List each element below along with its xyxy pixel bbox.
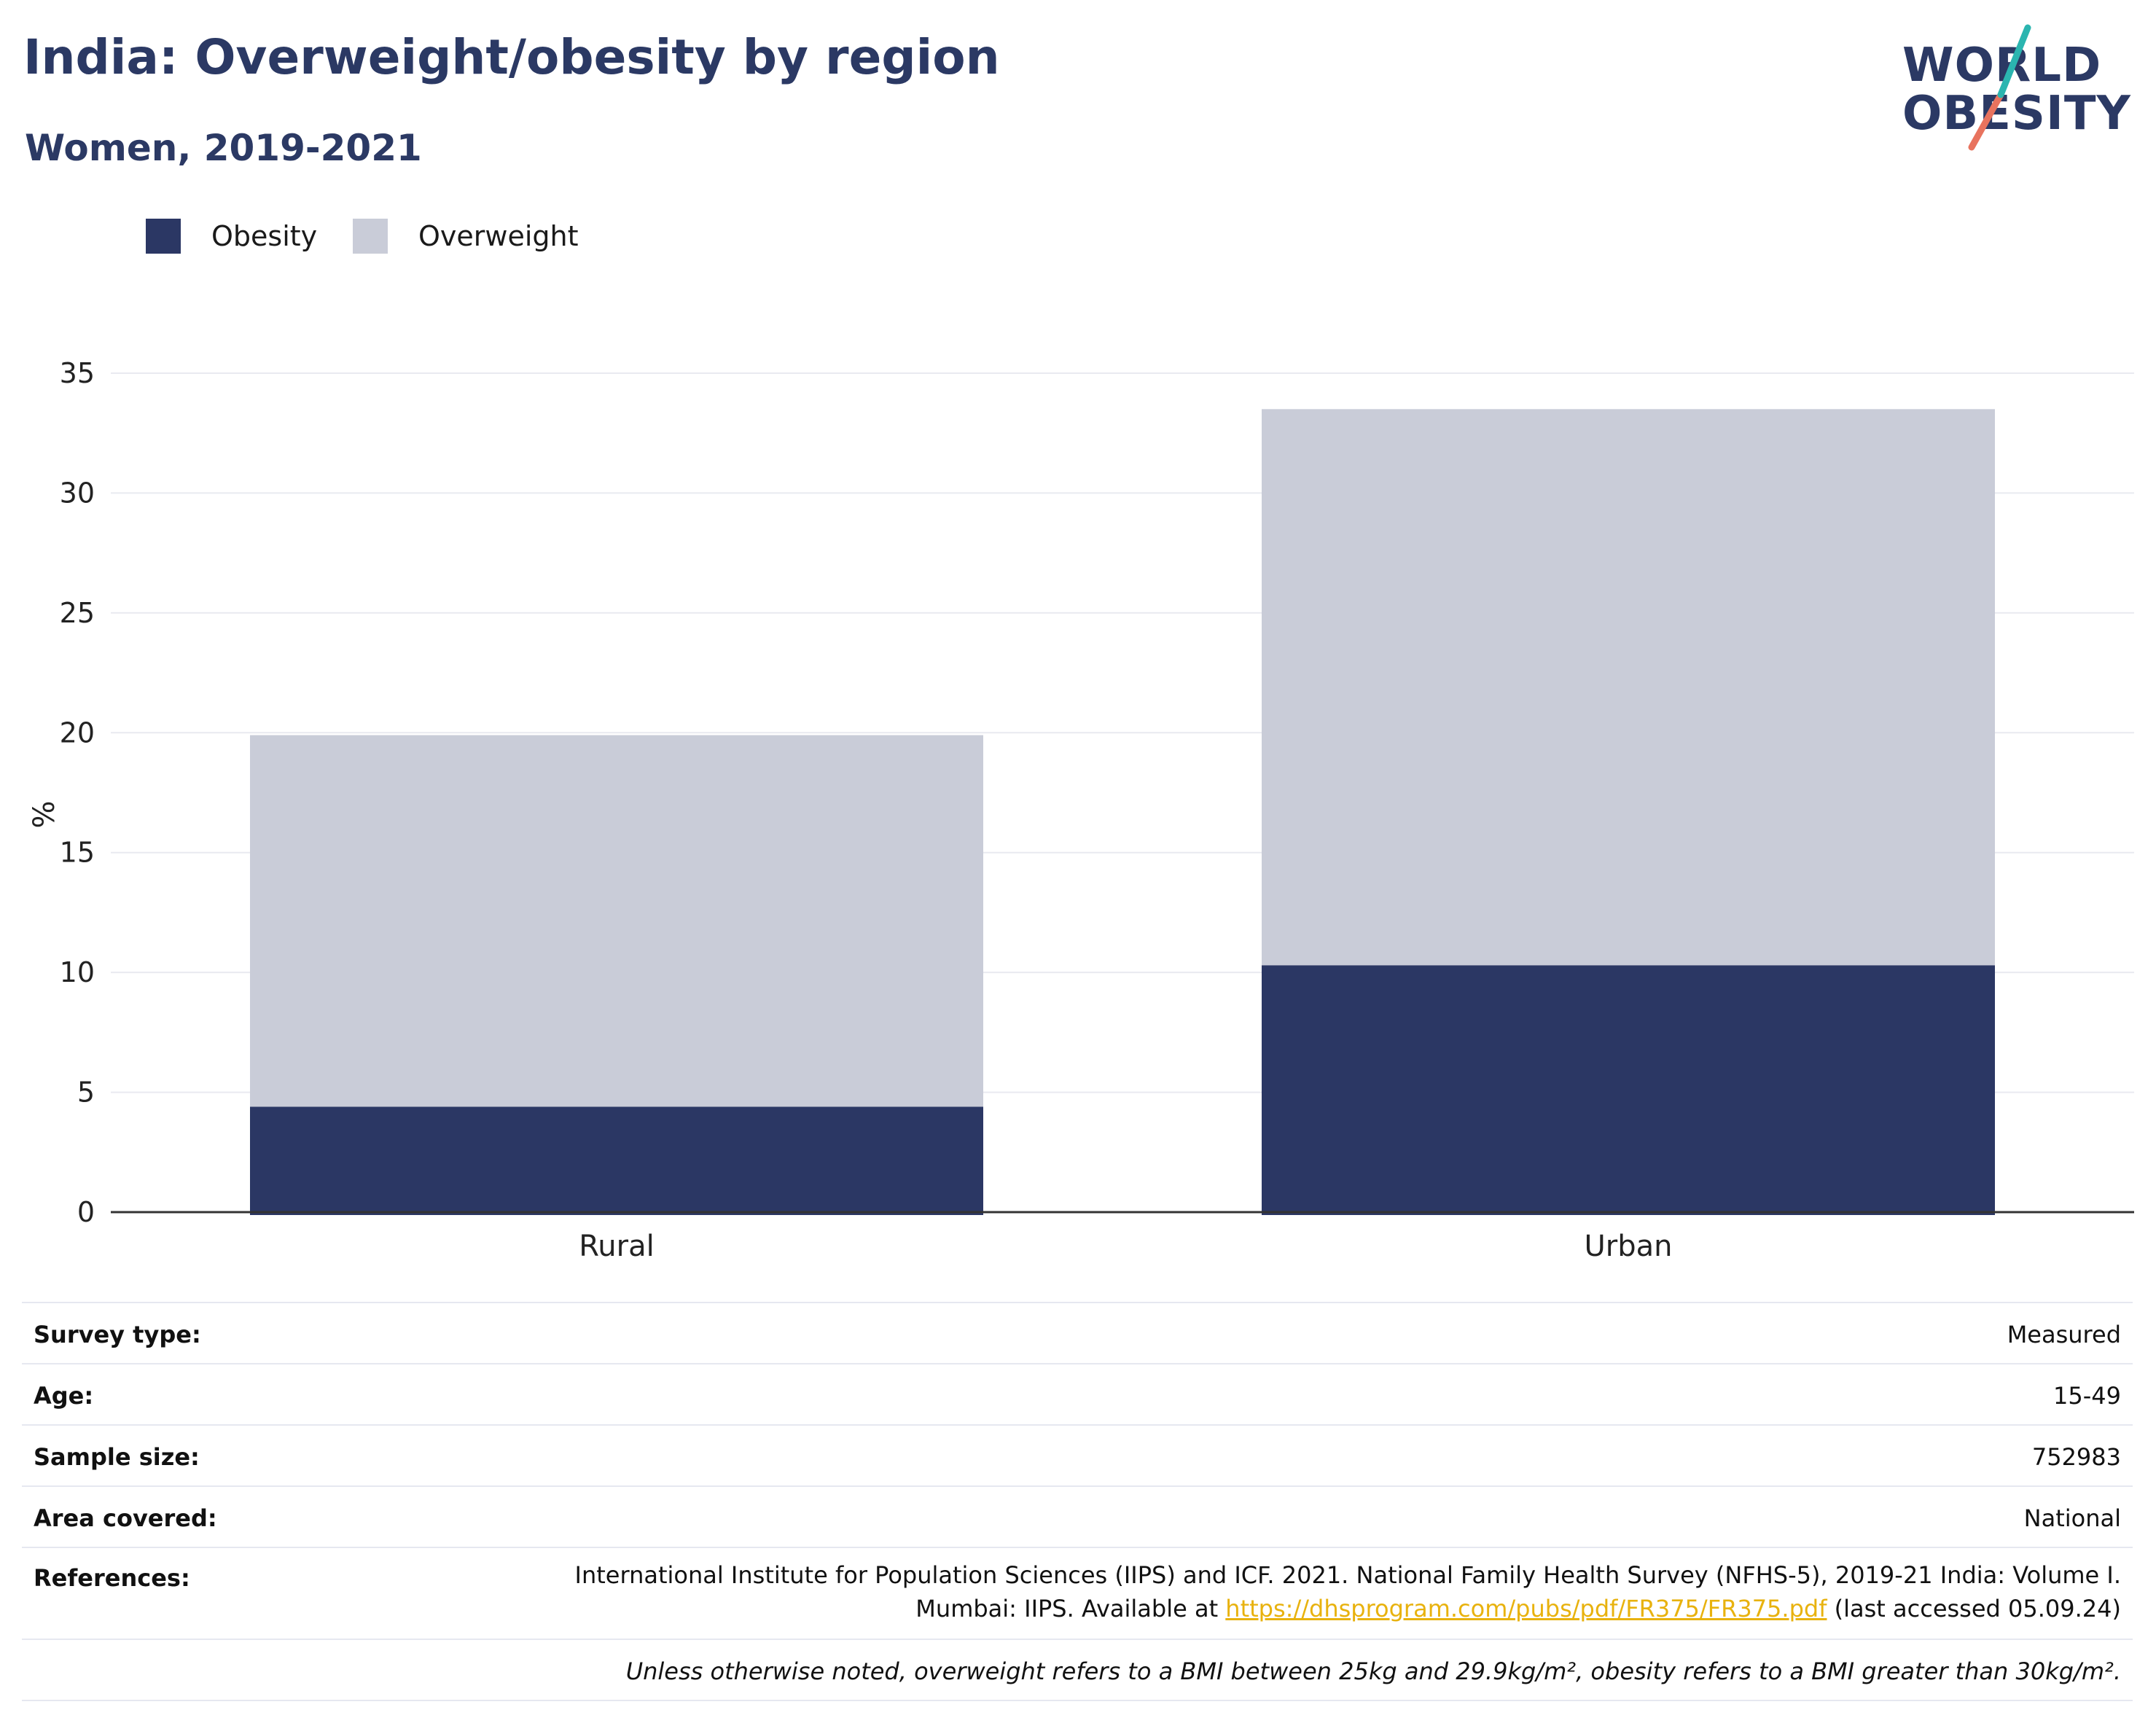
reference-link[interactable]: https://dhsprogram.com/pubs/pdf/FR375/FR… [1225,1595,1827,1622]
reference-prefix: Mumbai: IIPS. Available at [915,1595,1226,1622]
info-row-survey-type: Survey type: Measured [22,1302,2133,1363]
info-row-references: References: International Institute for … [22,1547,2133,1639]
y-tick-label-25: 25 [60,597,95,629]
y-tick-label-30: 30 [60,477,95,509]
reference-line-2: Mumbai: IIPS. Available at https://dhspr… [575,1592,2121,1625]
reference-line-1: International Institute for Population S… [574,1561,2121,1589]
world-obesity-logo[interactable]: WORLD OBESITY [1902,22,2143,153]
references-label: References: [34,1564,190,1592]
info-row-age: Age: 15-49 [22,1363,2133,1424]
y-tick-label-10: 10 [60,956,95,988]
y-axis-label: % [28,800,61,828]
y-tick-label-35: 35 [60,357,95,389]
bar-obesity-urban [1262,965,1995,1215]
y-tick-label-20: 20 [60,716,95,749]
legend-swatch-overweight [353,219,388,254]
slash-logo-icon [1968,24,2031,151]
bmi-footnote: Unless otherwise noted, overweight refer… [625,1657,2121,1685]
survey-type-value: Measured [2007,1321,2121,1348]
legend-swatch-obesity [146,219,181,254]
references-value: International Institute for Population S… [575,1558,2121,1625]
info-row-sample-size: Sample size: 752983 [22,1424,2133,1485]
reference-suffix: (last accessed 05.09.24) [1827,1595,2121,1622]
x-tick-label-rural: Rural [579,1230,654,1263]
sample-size-label: Sample size: [34,1443,200,1471]
info-row-footnote: Unless otherwise noted, overweight refer… [22,1639,2133,1701]
legend-label-obesity: Obesity [211,220,318,252]
area-covered-label: Area covered: [34,1504,217,1532]
area-covered-value: National [2023,1504,2121,1532]
chart-title: India: Overweight/obesity by region [23,29,1000,85]
bar-overweight-rural [250,735,983,1107]
chart-subtitle: Women, 2019-2021 [25,127,422,169]
legend-label-overweight: Overweight [418,220,579,252]
bar-chart: 0 5 10 15 20 25 30 35% Rural Urban [28,357,2134,1263]
info-row-area-covered: Area covered: National [22,1485,2133,1547]
survey-info-table: Survey type: Measured Age: 15-49 Sample … [22,1302,2133,1701]
y-tick-label-15: 15 [60,837,95,869]
logo-line-world: WORLD [1902,39,2102,93]
logo-line-obesity: OBESITY [1902,87,2131,141]
y-tick-label-5: 5 [77,1077,95,1109]
age-label: Age: [34,1382,94,1410]
x-tick-label-urban: Urban [1585,1230,1673,1263]
bar-obesity-rural [250,1106,983,1215]
y-tick-label-0: 0 [77,1196,95,1228]
age-value: 15-49 [2053,1382,2121,1410]
sample-size-value: 752983 [2031,1443,2121,1471]
survey-type-label: Survey type: [34,1321,201,1348]
bar-overweight-urban [1262,409,1995,966]
